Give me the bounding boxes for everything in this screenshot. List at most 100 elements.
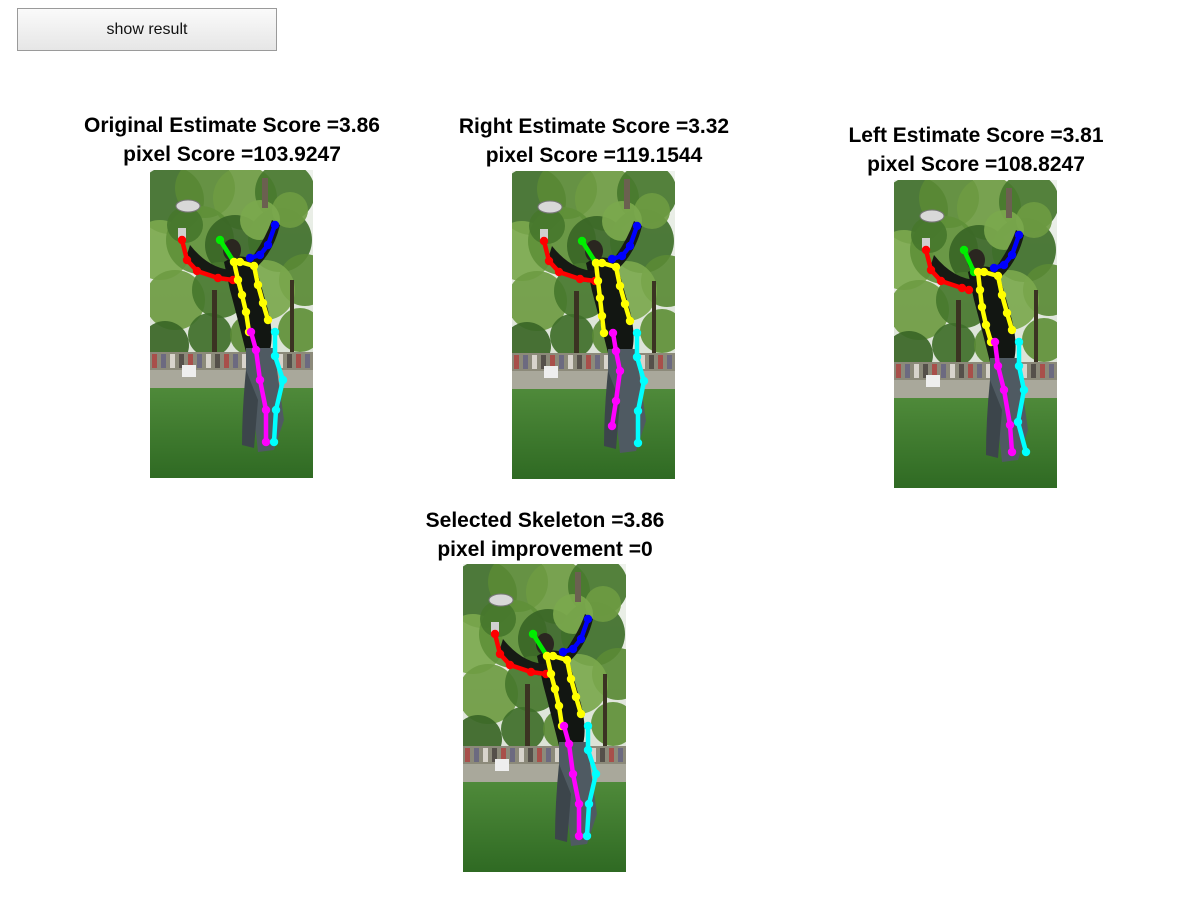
joint-marker xyxy=(505,660,515,670)
selected-skeleton-image xyxy=(463,564,626,872)
left-estimate-title: Left Estimate Score =3.81 pixel Score =1… xyxy=(835,121,1117,179)
joint-marker xyxy=(973,267,983,277)
pixel-improvement: pixel improvement =0 xyxy=(437,538,653,561)
torso-right-limb xyxy=(597,258,635,326)
right-leg-limb xyxy=(607,328,625,431)
joint-marker xyxy=(1014,337,1024,347)
scene-background xyxy=(894,180,1057,488)
joint-marker xyxy=(999,260,1009,270)
joint-marker xyxy=(957,283,967,293)
joint-marker xyxy=(620,299,630,309)
right-leg-limb xyxy=(990,337,1017,457)
joint-marker xyxy=(571,692,581,702)
joint-marker xyxy=(251,345,261,355)
left-arm-limb xyxy=(989,230,1024,273)
joint-marker xyxy=(964,285,974,295)
joint-marker xyxy=(542,651,552,661)
joint-marker xyxy=(597,311,607,321)
left-leg-limb xyxy=(582,721,601,841)
joint-marker xyxy=(245,253,255,263)
right-leg-limb xyxy=(559,721,584,841)
right-estimate-title: Right Estimate Score =3.32 pixel Score =… xyxy=(445,112,743,170)
left-estimate-score: Left Estimate Score =3.81 xyxy=(848,124,1104,147)
joint-marker xyxy=(583,745,593,755)
joint-marker xyxy=(989,263,999,273)
joint-marker xyxy=(632,221,642,231)
joint-marker xyxy=(1007,250,1017,260)
joint-marker xyxy=(528,629,538,639)
joint-marker xyxy=(999,385,1009,395)
joint-marker xyxy=(237,290,247,300)
left-leg-limb xyxy=(269,327,288,447)
original-estimate-score: Original Estimate Score =3.86 xyxy=(84,114,380,137)
joint-marker xyxy=(981,320,991,330)
joint-marker xyxy=(263,240,273,250)
joint-marker xyxy=(271,405,281,415)
joint-marker xyxy=(926,265,936,275)
left-leg-limb xyxy=(632,328,649,448)
right-pixel-score: pixel Score =119.1544 xyxy=(485,144,703,167)
joint-marker xyxy=(564,739,574,749)
joint-marker xyxy=(615,281,625,291)
joint-marker xyxy=(639,376,649,386)
joint-marker xyxy=(611,346,621,356)
joint-marker xyxy=(249,261,259,271)
left-arm-limb xyxy=(607,221,642,264)
right-leg-limb xyxy=(246,327,271,447)
joint-marker xyxy=(235,257,245,267)
joint-marker xyxy=(615,366,625,376)
joint-marker xyxy=(582,831,592,841)
joint-marker xyxy=(632,352,642,362)
joint-marker xyxy=(584,799,594,809)
joint-marker xyxy=(575,274,585,284)
joint-marker xyxy=(182,255,192,265)
right-arm-limb xyxy=(539,236,600,286)
joint-marker xyxy=(975,285,985,295)
joint-marker xyxy=(633,406,643,416)
joint-marker xyxy=(936,276,946,286)
joint-marker xyxy=(997,290,1007,300)
joint-marker xyxy=(993,271,1003,281)
scene-background xyxy=(512,171,675,479)
original-estimate-title: Original Estimate Score =3.86 pixel Scor… xyxy=(71,111,393,169)
joint-marker xyxy=(1014,230,1024,240)
joint-marker xyxy=(490,629,500,639)
joint-marker xyxy=(1002,308,1012,318)
joint-marker xyxy=(229,257,239,267)
joint-marker xyxy=(559,721,569,731)
joint-marker xyxy=(548,651,558,661)
joint-marker xyxy=(1005,420,1015,430)
torso-left-limb xyxy=(229,257,254,337)
left-arm-limb xyxy=(245,220,280,263)
joint-marker xyxy=(576,634,586,644)
joint-marker xyxy=(562,655,572,665)
torso-right-limb xyxy=(235,257,273,325)
joint-marker xyxy=(539,236,549,246)
joint-marker xyxy=(558,647,568,657)
joint-marker xyxy=(544,256,554,266)
selected-skeleton-score: Selected Skeleton =3.86 xyxy=(425,509,665,532)
joint-marker xyxy=(213,273,223,283)
joint-marker xyxy=(1014,361,1024,371)
joint-marker xyxy=(253,280,263,290)
joint-marker xyxy=(270,220,280,230)
joint-marker xyxy=(617,251,627,261)
joint-marker xyxy=(546,669,556,679)
joint-marker xyxy=(261,405,271,415)
joint-marker xyxy=(1019,385,1029,395)
joint-marker xyxy=(577,236,587,246)
joint-marker xyxy=(1013,417,1023,427)
joint-marker xyxy=(255,250,265,260)
joint-marker xyxy=(611,396,621,406)
skeleton-overlay xyxy=(177,220,288,447)
torso-right-limb xyxy=(979,267,1017,335)
torso-right-limb xyxy=(548,651,586,719)
skeleton-overlay xyxy=(539,221,649,448)
joint-marker xyxy=(993,361,1003,371)
joint-marker xyxy=(959,245,969,255)
joint-marker xyxy=(1021,447,1031,457)
show-result-button[interactable]: show result xyxy=(17,8,277,51)
left-estimate-image xyxy=(894,180,1057,488)
joint-marker xyxy=(633,438,643,448)
joint-marker xyxy=(215,235,225,245)
